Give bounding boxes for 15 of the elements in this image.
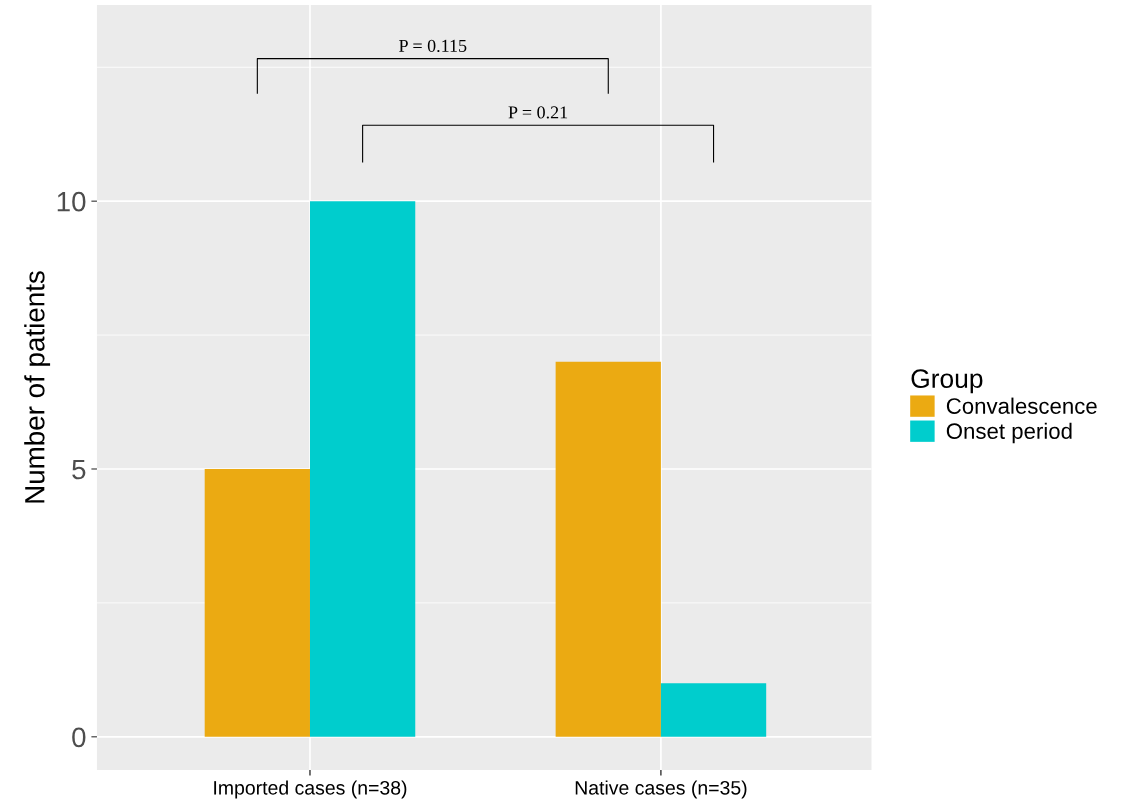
legend-label: Onset period bbox=[946, 422, 1072, 444]
bar bbox=[660, 683, 767, 737]
bar bbox=[555, 361, 661, 737]
x-tick-label: Native cases (n=35) bbox=[575, 780, 747, 799]
x-tick-label: Imported cases (n=38) bbox=[214, 780, 407, 799]
annotation: P = 0.21 bbox=[508, 106, 568, 119]
bar bbox=[309, 201, 416, 737]
legend-label: Convalescence bbox=[946, 397, 1097, 414]
bar bbox=[204, 468, 310, 737]
y-tick-label: 5 bbox=[72, 459, 86, 480]
annotation: P = 0.115 bbox=[399, 39, 467, 53]
y-tick-label: 10 bbox=[57, 191, 86, 212]
y-axis-title: Number of patients bbox=[24, 271, 51, 503]
y-tick-label: 0 bbox=[72, 727, 86, 748]
legend-title: Group bbox=[911, 369, 983, 394]
